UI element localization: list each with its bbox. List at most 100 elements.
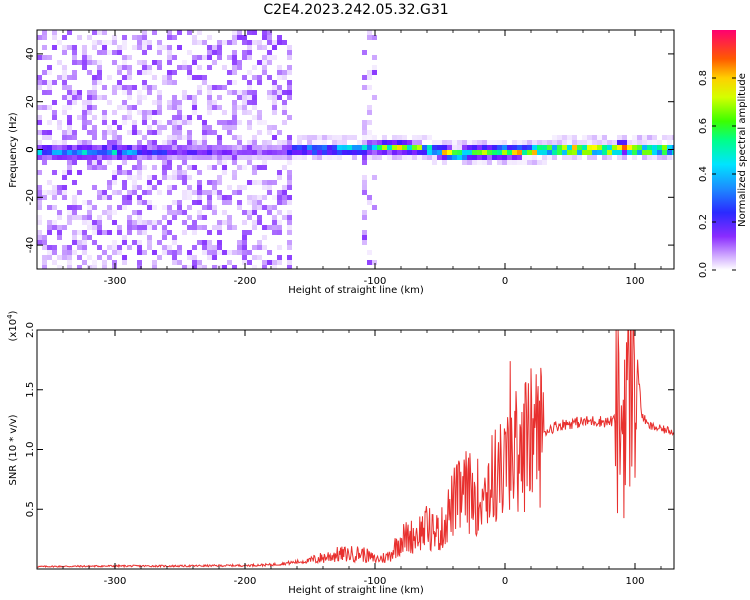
spectrogram-cell	[87, 225, 92, 230]
spectrogram-cell	[182, 230, 187, 235]
spectrogram-cell	[412, 155, 417, 160]
spectrogram-cell	[172, 210, 177, 215]
spectrogram-cell	[202, 55, 207, 60]
spectrogram-cell	[412, 150, 417, 155]
spectrogram-cell	[147, 220, 152, 225]
spectrogram-cell	[72, 235, 77, 240]
spectrogram-cell	[162, 140, 167, 145]
spectrogram-cell	[42, 190, 47, 195]
spectrogram-cell	[587, 135, 592, 140]
spectrogram-cell	[232, 110, 237, 115]
spectrogram-cell	[392, 140, 397, 145]
spectrogram-cell	[42, 30, 47, 35]
spectrogram-cell	[87, 210, 92, 215]
spectrogram-cell	[642, 140, 647, 145]
spectrogram-cell	[247, 90, 252, 95]
spectrogram-cell	[287, 170, 292, 175]
spectrogram-cell	[92, 205, 97, 210]
snr-y-tick-label: 0.5	[25, 501, 36, 517]
spectrogram-y-tick-label: 0	[25, 146, 36, 152]
spectrogram-cell	[172, 155, 177, 160]
spectrogram-cell	[122, 65, 127, 70]
spectrogram-cell	[217, 230, 222, 235]
spectrogram-cell	[292, 150, 297, 155]
spectrogram-cell	[287, 240, 292, 245]
spectrogram-cell	[287, 210, 292, 215]
spectrogram-cell	[177, 175, 182, 180]
spectrogram-cell	[57, 120, 62, 125]
spectrogram-cell	[152, 85, 157, 90]
spectrogram-cell	[92, 165, 97, 170]
spectrogram-cell	[52, 110, 57, 115]
spectrogram-cell	[262, 165, 267, 170]
spectrogram-cell	[122, 150, 127, 155]
spectrogram-cell	[427, 135, 432, 140]
spectrogram-cell	[602, 135, 607, 140]
spectrogram-cell	[247, 30, 252, 35]
spectrogram-cell	[67, 150, 72, 155]
spectrogram-cell	[237, 145, 242, 150]
spectrogram-cell	[327, 155, 332, 160]
spectrogram-cell	[112, 210, 117, 215]
spectrogram-cell	[277, 145, 282, 150]
spectrogram-cell	[277, 90, 282, 95]
spectrogram-cell	[622, 155, 627, 160]
spectrogram-cell	[142, 40, 147, 45]
spectrogram-cell	[82, 155, 87, 160]
spectrogram-cell	[202, 80, 207, 85]
spectrogram-cell	[302, 135, 307, 140]
spectrogram-cell	[57, 75, 62, 80]
spectrogram-cell	[367, 105, 372, 110]
spectrogram-cell	[272, 145, 277, 150]
spectrogram-cell	[147, 225, 152, 230]
spectrogram-cell	[537, 140, 542, 145]
spectrogram-cell	[272, 260, 277, 265]
spectrogram-cell	[557, 140, 562, 145]
spectrogram-cell	[452, 145, 457, 150]
spectrogram-cell	[232, 35, 237, 40]
spectrogram-cell	[72, 180, 77, 185]
spectrogram-cell	[177, 155, 182, 160]
spectrogram-cell	[77, 230, 82, 235]
spectrogram-cell	[247, 200, 252, 205]
spectrogram-cell	[182, 65, 187, 70]
spectrogram-cell	[532, 155, 537, 160]
spectrogram-cell	[197, 180, 202, 185]
spectrogram-cell	[192, 225, 197, 230]
spectrogram-cell	[207, 105, 212, 110]
spectrogram-cell	[272, 110, 277, 115]
spectrogram-cell	[522, 160, 527, 165]
spectrogram-cell	[242, 245, 247, 250]
spectrogram-cell	[137, 130, 142, 135]
spectrogram-cell	[117, 125, 122, 130]
spectrogram-cell	[247, 110, 252, 115]
spectrogram-cell	[177, 250, 182, 255]
spectrogram-cell	[42, 55, 47, 60]
spectrogram-cell	[182, 170, 187, 175]
spectrogram-cell	[197, 210, 202, 215]
spectrogram-cell	[67, 160, 72, 165]
spectrogram-cell	[157, 40, 162, 45]
spectrogram-cell	[217, 180, 222, 185]
spectrogram-cell	[602, 155, 607, 160]
spectrogram-cell	[227, 40, 232, 45]
spectrogram-cell	[207, 150, 212, 155]
spectrogram-y-axis-label: Frequency (Hz)	[8, 112, 19, 188]
spectrogram-cell	[252, 265, 257, 269]
spectrogram-cell	[137, 200, 142, 205]
spectrogram-cell	[147, 110, 152, 115]
spectrogram-cell	[277, 200, 282, 205]
spectrogram-cell	[267, 155, 272, 160]
spectrogram-cell	[102, 115, 107, 120]
spectrogram-cell	[152, 225, 157, 230]
spectrogram-cell	[47, 135, 52, 140]
spectrogram-cell	[397, 145, 402, 150]
spectrogram-cell	[607, 140, 612, 145]
spectrogram-cell	[57, 235, 62, 240]
spectrogram-cell	[77, 190, 82, 195]
spectrogram-cell	[287, 230, 292, 235]
snr-x-ticks: -300 -200 -100 0 100	[36, 330, 662, 587]
spectrogram-cell	[517, 140, 522, 145]
spectrogram-cell	[362, 240, 367, 245]
spectrogram-cell	[317, 145, 322, 150]
